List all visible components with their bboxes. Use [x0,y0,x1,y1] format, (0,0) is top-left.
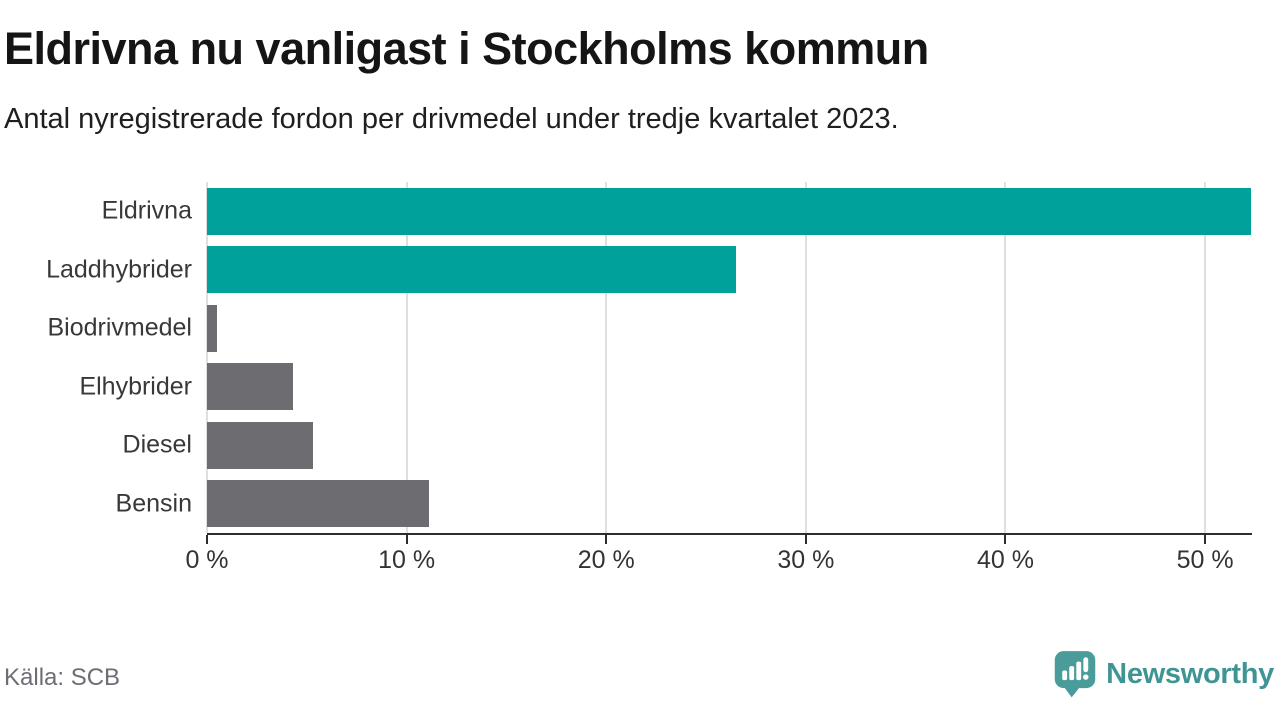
bar [207,421,313,469]
chart-subtitle: Antal nyregistrerade fordon per drivmede… [4,103,899,135]
x-axis-tick [804,535,807,544]
category-label: Eldrivna [101,196,192,225]
x-tick-label: 0 % [185,546,229,574]
category-label: Biodrivmedel [47,313,192,342]
x-tick-label: 40 % [976,546,1034,574]
chart-title: Eldrivna nu vanligast i Stockholms kommu… [4,23,929,74]
x-axis-line [207,533,1252,535]
bar [207,246,736,294]
bar [207,363,293,411]
x-axis-tick [1004,535,1007,544]
x-axis-tick [206,535,208,544]
source-note: Källa: SCB [4,664,121,691]
x-tick-label: 50 % [1176,546,1234,574]
bar-row: Bensin [116,475,1251,534]
bar-chart-speech-bubble-icon [1054,651,1096,698]
gridline [405,182,408,533]
bar-row: Elhybrider [79,358,1251,417]
category-label: Diesel [122,430,192,459]
bar [207,187,1251,235]
newsworthy-logo[interactable]: Newsworthy [1053,649,1274,699]
gridline [1204,182,1207,533]
newsworthy-logo-text: Newsworthy [1106,657,1274,690]
category-label: Laddhybrider [46,255,192,284]
gridline [605,182,608,533]
x-tick-label: 20 % [577,546,635,574]
bar [207,304,217,352]
x-axis-tick [1204,535,1207,544]
gridline [206,182,208,533]
bar-row: Biodrivmedel [47,299,1251,358]
x-tick-label: 30 % [777,546,835,574]
x-tick-label: 10 % [378,546,436,574]
bar-row: Eldrivna [102,182,1251,241]
chart-plot: Eldrivna Laddhybrider Biodrivmedel Elhybrid… [46,182,1252,574]
bar-row: Diesel [123,416,1251,475]
bar [207,480,429,528]
category-label: Elhybrider [79,372,192,401]
x-axis-tick [405,535,408,544]
bar-row: Laddhybrider [46,241,1251,300]
x-axis-tick [605,535,608,544]
gridline [1004,182,1007,533]
gridline [804,182,807,533]
category-label: Bensin [115,489,192,518]
